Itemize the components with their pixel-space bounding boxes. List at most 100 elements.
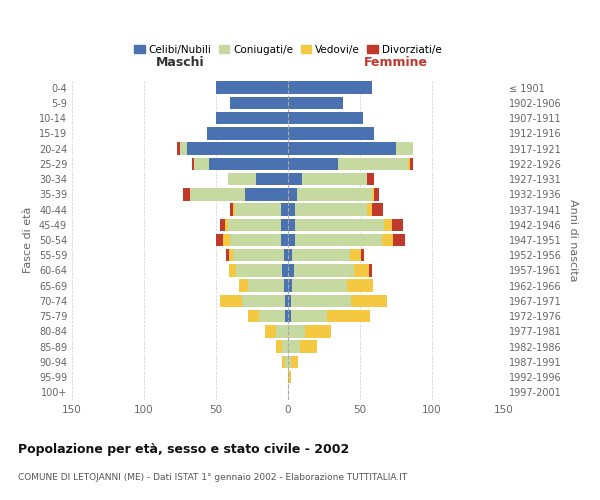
- Bar: [183, 188, 288, 200]
- Bar: [180, 142, 288, 155]
- Bar: [288, 173, 374, 186]
- Bar: [288, 127, 374, 140]
- Bar: [277, 340, 288, 353]
- Bar: [233, 249, 288, 262]
- Bar: [288, 234, 404, 246]
- Bar: [245, 188, 288, 200]
- Bar: [216, 112, 288, 124]
- Y-axis label: Fasce di età: Fasce di età: [23, 207, 33, 273]
- Bar: [288, 249, 292, 262]
- Bar: [277, 340, 288, 353]
- Bar: [239, 280, 288, 292]
- Bar: [288, 173, 367, 186]
- Bar: [288, 371, 291, 384]
- Bar: [220, 294, 288, 307]
- Bar: [229, 264, 288, 276]
- Bar: [288, 96, 343, 109]
- Bar: [282, 340, 288, 353]
- Bar: [248, 310, 288, 322]
- Bar: [288, 218, 385, 231]
- Bar: [216, 82, 288, 94]
- Bar: [285, 294, 288, 307]
- Bar: [235, 204, 288, 216]
- Bar: [288, 112, 363, 124]
- Text: Maschi: Maschi: [155, 56, 205, 70]
- Bar: [209, 158, 288, 170]
- Bar: [229, 264, 288, 276]
- Bar: [248, 280, 288, 292]
- Bar: [288, 249, 350, 262]
- Bar: [288, 204, 371, 216]
- Bar: [288, 280, 347, 292]
- Bar: [288, 356, 291, 368]
- Bar: [288, 340, 317, 353]
- Bar: [288, 96, 343, 109]
- Bar: [216, 82, 288, 94]
- Bar: [288, 218, 392, 231]
- Bar: [259, 310, 288, 322]
- Bar: [288, 249, 361, 262]
- Bar: [288, 96, 343, 109]
- Bar: [288, 112, 363, 124]
- Bar: [288, 204, 367, 216]
- Bar: [194, 158, 288, 170]
- Bar: [288, 82, 371, 94]
- Bar: [288, 96, 343, 109]
- Bar: [191, 158, 288, 170]
- Bar: [216, 112, 288, 124]
- Bar: [288, 142, 413, 155]
- Bar: [288, 127, 374, 140]
- Bar: [288, 142, 413, 155]
- Bar: [288, 218, 403, 231]
- Bar: [288, 158, 413, 170]
- Bar: [281, 218, 288, 231]
- Bar: [288, 188, 296, 200]
- Bar: [248, 310, 288, 322]
- Bar: [288, 142, 413, 155]
- Bar: [282, 264, 288, 276]
- Bar: [265, 325, 288, 338]
- Bar: [288, 249, 364, 262]
- Bar: [288, 234, 295, 246]
- Bar: [282, 356, 288, 368]
- Bar: [216, 112, 288, 124]
- Bar: [288, 127, 374, 140]
- Bar: [288, 310, 327, 322]
- Bar: [288, 188, 374, 200]
- Bar: [288, 356, 298, 368]
- Bar: [288, 234, 393, 246]
- Bar: [288, 264, 354, 276]
- Bar: [288, 264, 294, 276]
- Bar: [288, 325, 331, 338]
- Bar: [288, 142, 396, 155]
- Bar: [216, 234, 288, 246]
- Bar: [208, 127, 288, 140]
- Bar: [288, 264, 371, 276]
- Bar: [288, 294, 388, 307]
- Bar: [288, 158, 338, 170]
- Bar: [288, 158, 407, 170]
- Bar: [288, 204, 295, 216]
- Text: Femmine: Femmine: [364, 56, 428, 70]
- Bar: [288, 310, 370, 322]
- Bar: [288, 280, 292, 292]
- Bar: [239, 280, 288, 292]
- Bar: [281, 234, 288, 246]
- Bar: [229, 249, 288, 262]
- Bar: [256, 173, 288, 186]
- Bar: [288, 173, 367, 186]
- Bar: [288, 325, 305, 338]
- Bar: [288, 340, 299, 353]
- Bar: [220, 294, 288, 307]
- Bar: [288, 294, 291, 307]
- Bar: [288, 310, 291, 322]
- Bar: [288, 82, 371, 94]
- Bar: [288, 158, 410, 170]
- Bar: [233, 204, 288, 216]
- Text: COMUNE DI LETOJANNI (ME) - Dati ISTAT 1° gennaio 2002 - Elaborazione TUTTITALIA.: COMUNE DI LETOJANNI (ME) - Dati ISTAT 1°…: [18, 472, 407, 482]
- Bar: [288, 356, 298, 368]
- Bar: [281, 204, 288, 216]
- Bar: [230, 96, 288, 109]
- Bar: [288, 340, 317, 353]
- Bar: [288, 188, 379, 200]
